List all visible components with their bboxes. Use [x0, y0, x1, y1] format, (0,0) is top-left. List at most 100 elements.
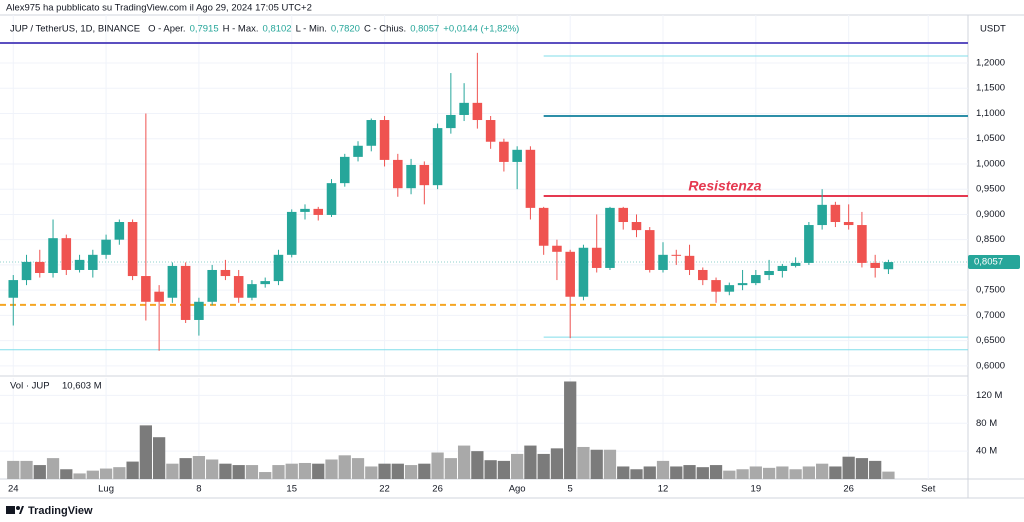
volume-bar [497, 460, 511, 479]
x-tick-label: 26 [432, 484, 443, 495]
volume-bar [590, 449, 603, 479]
candle-body [21, 261, 32, 281]
legend-value: 0,7820 [331, 24, 360, 35]
volume-bar [20, 460, 33, 479]
x-tick-label: 26 [843, 484, 854, 495]
volume-bar [391, 463, 404, 479]
volume-bar [86, 470, 99, 479]
candle-body [830, 204, 841, 223]
plot: 24 Lug 8 15 22 26 Ago 5 12 19 26 Set 0,6000 0,6500 0,7… [0, 15, 1020, 495]
x-tick-label: 12 [658, 484, 669, 495]
candle-body [35, 261, 45, 274]
header: Alex975 ha pubblicato su TradingView.com… [6, 3, 312, 14]
candle-body [459, 102, 469, 115]
candle-body [843, 222, 854, 226]
y-tick-label: 0,9500 [976, 184, 1005, 195]
volume-bar [643, 466, 656, 479]
candle-body [432, 128, 443, 186]
volume-bar [802, 466, 816, 479]
volume-bar [418, 463, 431, 479]
candle-body [644, 230, 655, 270]
volume-bar [60, 469, 73, 479]
legend-value: 0,8057 [410, 24, 439, 35]
candle-body [578, 247, 589, 297]
y-tick-label: 1,0500 [976, 133, 1005, 144]
last-price-box [968, 255, 1020, 270]
volume-bar [789, 469, 802, 479]
volume-bar [298, 462, 312, 479]
candle-body [857, 225, 867, 263]
candle-body [180, 265, 191, 320]
volume-bar [404, 465, 418, 479]
candle-body [313, 208, 324, 215]
candle-body [207, 269, 217, 302]
candle-body [711, 280, 721, 292]
candle-body [446, 114, 456, 129]
volume-bar [139, 425, 152, 479]
volume-bar [603, 449, 617, 479]
annotation: Resistenza [688, 178, 761, 194]
candle-body [538, 207, 549, 246]
legend-value: 0,7915 [190, 24, 219, 35]
candle-body [631, 222, 642, 231]
volume-bar [351, 458, 365, 479]
volume-bar [113, 467, 126, 479]
volume-bar [842, 456, 855, 479]
y-tick-label: 0,7000 [976, 310, 1005, 321]
volume-bar [564, 381, 577, 479]
y-tick-label: 1,2000 [976, 57, 1005, 68]
volume-bar [73, 473, 86, 479]
volume-bar [206, 459, 219, 479]
volume-bar [471, 451, 484, 479]
volume-bar [855, 458, 869, 479]
volume-bar [577, 446, 590, 479]
candle-body [764, 270, 774, 276]
legend-value: 0,8102 [263, 24, 292, 35]
volume-bar [99, 468, 113, 479]
volume-bar [285, 463, 298, 479]
volume-bar [325, 459, 338, 479]
volume-bar [378, 463, 391, 479]
volume-tick-label: 40 M [976, 446, 997, 457]
logo-mark [16, 506, 20, 510]
volume-bar [7, 460, 20, 479]
candle-body [286, 211, 297, 255]
volume-bar [723, 470, 736, 479]
volume-bar [749, 466, 762, 479]
candle-body [565, 251, 575, 297]
volume-bar [192, 456, 206, 479]
volume-bar [630, 469, 643, 479]
candle-body [61, 238, 72, 270]
candle-body [737, 283, 748, 286]
volume-bar [683, 465, 696, 479]
candle-body [499, 141, 509, 162]
volume-title: Vol · JUP [10, 381, 50, 392]
candle-body [777, 265, 788, 271]
candle-body [552, 245, 562, 252]
volume-bar [365, 466, 378, 479]
candle-body [419, 164, 430, 186]
axis-unit: USDT [980, 24, 1006, 35]
candle-body [817, 204, 827, 226]
candle-body [512, 149, 522, 162]
volume-bar [617, 466, 630, 479]
volume-bar [166, 463, 179, 479]
candle-body [472, 102, 483, 121]
candle-body [379, 120, 390, 160]
y-tick-label: 1,0000 [976, 158, 1005, 169]
volume-bar [219, 463, 232, 479]
volume-bar [46, 458, 60, 479]
x-tick-label: 22 [379, 484, 390, 495]
logo-mark [19, 506, 24, 514]
candle-body [339, 156, 350, 184]
volume-tick-label: 80 M [976, 418, 997, 429]
x-tick-label: 24 [8, 484, 19, 495]
x-tick-label: 19 [751, 484, 762, 495]
x-tick-label: Ago [509, 484, 526, 495]
y-tick-label: 0,6500 [976, 335, 1005, 346]
y-tick-label: 0,6000 [976, 360, 1005, 371]
volume-bar [444, 458, 457, 479]
candle-body [671, 254, 682, 256]
legend-label: L - Min. [296, 24, 327, 35]
candle-body [326, 183, 337, 215]
